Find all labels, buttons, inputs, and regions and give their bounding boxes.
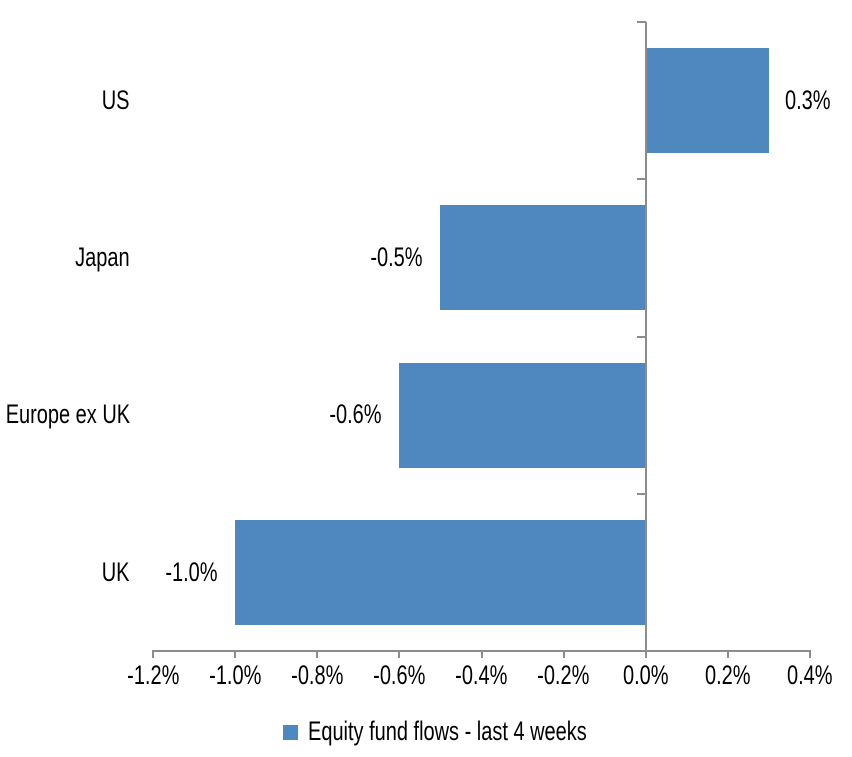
value-label-japan-text: -0.5% — [370, 242, 423, 273]
x-tick-label: 0.2% — [673, 660, 783, 691]
value-label-uk-text: -1.0% — [164, 556, 218, 587]
x-tick-label-text: -0.6% — [373, 660, 426, 690]
x-tick — [644, 651, 647, 658]
x-tick-label-text: -1.0% — [209, 660, 262, 690]
x-tick — [480, 651, 483, 658]
bar-europe-ex-uk — [399, 362, 646, 468]
x-tick — [152, 651, 154, 658]
value-label-uk: -1.0% — [67, 494, 217, 651]
category-label-uk-text: UK — [102, 556, 130, 587]
x-tick — [398, 651, 401, 658]
x-tick — [809, 651, 811, 658]
x-tick-label: -1.0% — [180, 660, 290, 691]
category-label-japan: Japan — [0, 179, 130, 336]
legend: Equity fund flows - last 4 weeks — [283, 715, 685, 749]
zero-axis-line — [644, 22, 647, 658]
x-tick-label-text: 0.0% — [622, 660, 669, 690]
x-tick-label-text: -1.2% — [126, 660, 180, 690]
value-label-us-text: 0.3% — [784, 84, 831, 115]
category-tick — [636, 21, 646, 23]
category-tick — [636, 492, 646, 495]
x-tick — [316, 651, 319, 658]
bar-japan — [440, 205, 646, 311]
value-label-us: 0.3% — [785, 22, 852, 179]
category-label-us: US — [0, 22, 130, 179]
x-tick-label: 0.0% — [591, 660, 701, 691]
category-label-europe-ex-uk: Europe ex UK — [0, 337, 130, 494]
value-label-japan: -0.5% — [272, 179, 422, 336]
value-label-europe-ex-uk: -0.6% — [231, 337, 381, 494]
x-tick-label-text: -0.2% — [537, 660, 590, 690]
x-tick-label: 0.4% — [755, 660, 852, 691]
category-label-japan-text: Japan — [75, 242, 130, 273]
legend-swatch — [283, 724, 298, 740]
x-tick-label-text: 0.2% — [705, 660, 751, 690]
category-tick — [636, 178, 646, 181]
x-tick — [234, 651, 237, 658]
category-label-europe-ex-uk-text: Europe ex UK — [5, 399, 130, 430]
x-tick — [726, 651, 729, 658]
x-tick-label-text: -0.8% — [291, 660, 344, 690]
x-tick-label-text: -0.4% — [455, 660, 508, 690]
value-label-europe-ex-uk-text: -0.6% — [329, 399, 382, 430]
bar-uk — [235, 519, 646, 625]
category-label-us-text: US — [102, 84, 130, 115]
category-tick — [636, 335, 646, 338]
x-tick — [562, 651, 565, 658]
x-tick-label-text: 0.4% — [787, 660, 833, 690]
category-tick — [636, 650, 646, 652]
bar-us — [645, 48, 769, 154]
legend-label: Equity fund flows - last 4 weeks — [308, 716, 587, 747]
x-tick-label: -0.8% — [262, 660, 372, 691]
x-tick-label: -1.2% — [98, 660, 208, 691]
x-tick-label: -0.6% — [344, 660, 454, 691]
category-label-uk: UK — [0, 494, 130, 651]
x-tick-label: -0.2% — [509, 660, 619, 691]
x-tick-label: -0.4% — [427, 660, 537, 691]
